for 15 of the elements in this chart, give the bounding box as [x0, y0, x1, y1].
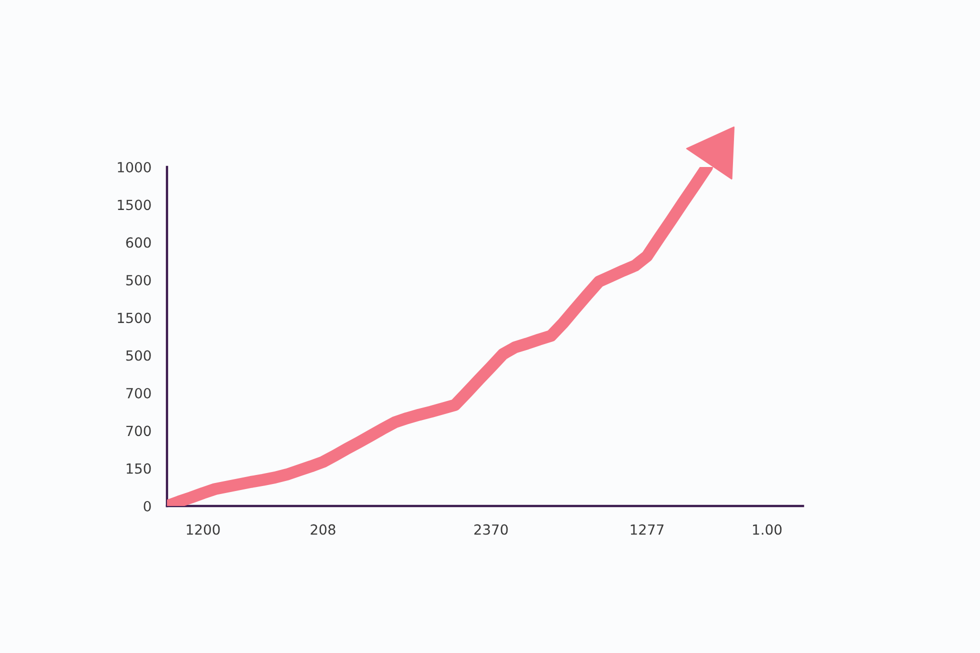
- text: 700: [126, 388, 151, 398]
- text: 0: [144, 500, 151, 512]
- text: 500: [126, 350, 151, 361]
- x-tick-label: 2370: [474, 524, 508, 535]
- x-tick-label: 208: [310, 524, 336, 535]
- x-tick-label: 1200: [186, 524, 220, 535]
- text: 1000: [118, 162, 151, 172]
- text: 1500: [118, 200, 151, 210]
- text: 500: [126, 274, 151, 286]
- text: 600: [126, 237, 151, 248]
- x-tick-label: 1277: [630, 524, 664, 535]
- text: 700: [126, 426, 151, 436]
- text: 150: [126, 463, 151, 474]
- text: 1500: [118, 312, 151, 324]
- x-tick-label: 1.00: [753, 524, 782, 535]
